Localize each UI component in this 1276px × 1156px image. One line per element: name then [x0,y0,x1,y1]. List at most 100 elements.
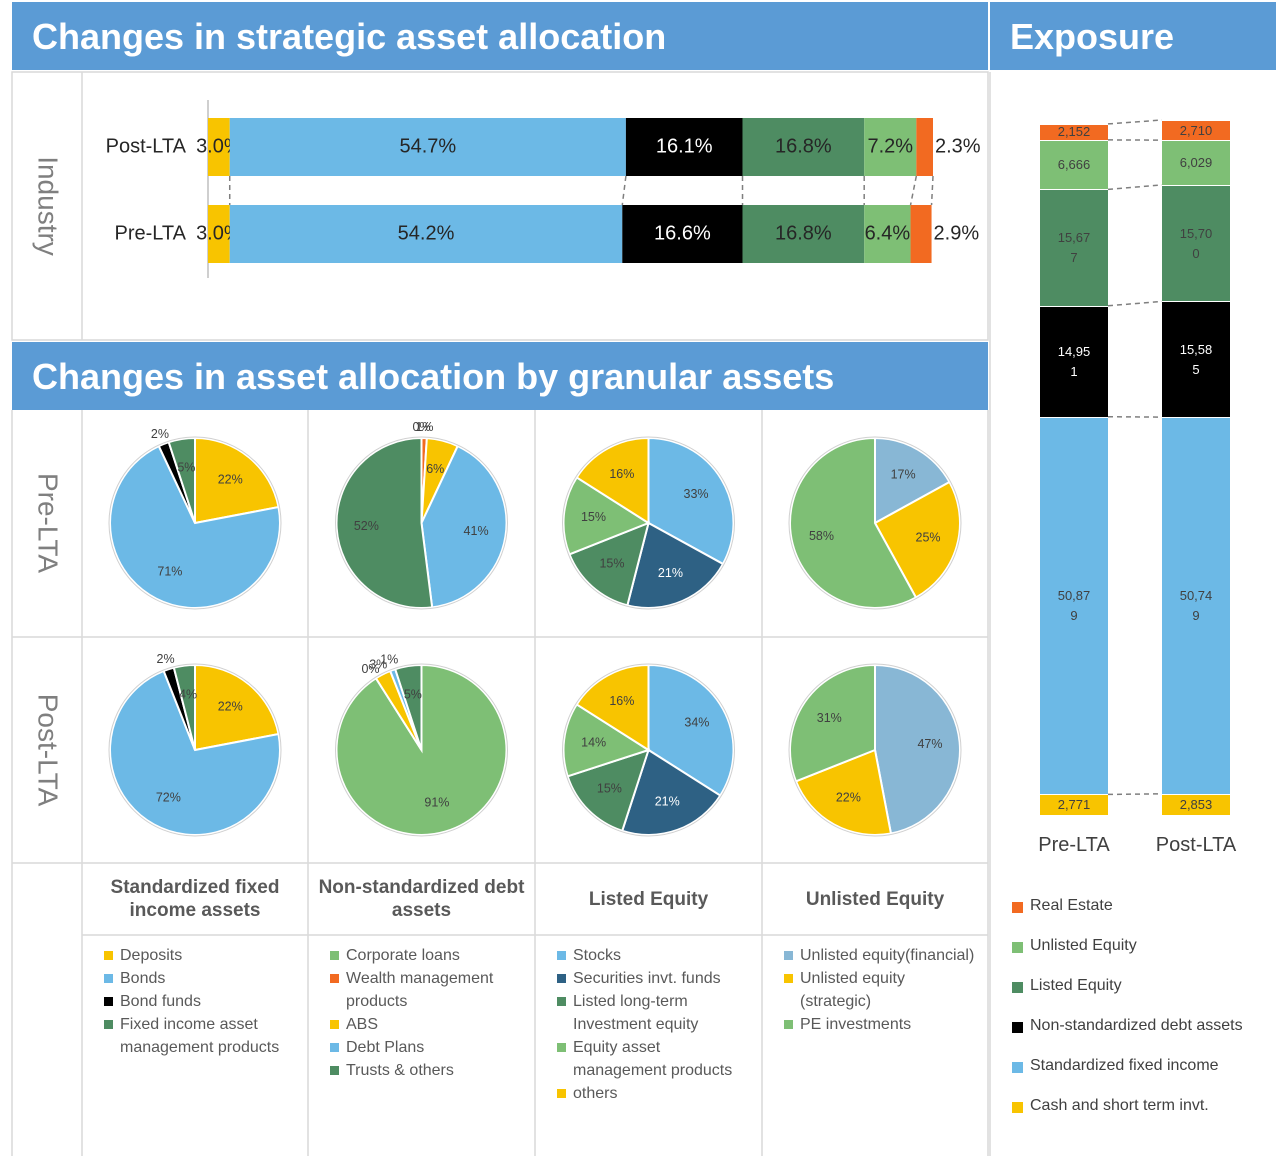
layout-grid [11,71,991,1156]
pie-outline [335,663,508,837]
legend-label: Wealth management products [346,970,494,1010]
connector [930,175,934,206]
value-label: 52% [354,519,379,533]
pie-slice [568,521,650,607]
category-label: Pre-LTA [1038,834,1110,856]
value-label: 6% [426,462,444,476]
legend-item: Bonds [104,967,300,990]
legend-item: others [557,1082,754,1105]
bar-segment [742,118,865,176]
panel-border [11,71,989,341]
pie-outline [108,663,282,837]
value-label: 1% [415,420,433,434]
category-label: Post-LTA [1155,834,1237,856]
pie-slice [335,436,434,609]
legend-item: Real Estate [1012,897,1113,915]
value-label: 2,152 [1057,124,1091,140]
legend-label: Real Estate [1030,897,1113,914]
axis-label: Industry [33,156,64,256]
legend-label: ABS [346,1016,379,1033]
value-label: 34% [684,716,709,730]
value-label: 50,879 [1057,588,1091,624]
legend: Corporate loans Wealth management product… [330,944,527,1082]
value-label: 41% [464,524,489,538]
pie-slice [562,476,651,556]
group-title: Unlisted Equity [805,888,945,910]
row-label: Post-LTA [33,694,64,807]
legend-swatch [1012,1062,1023,1073]
legend-label: Bond funds [120,993,201,1010]
value-label: 71% [157,565,182,579]
legend-label: Stocks [573,947,622,964]
value-label: 14% [581,735,606,749]
legend-item: Unlisted equity(financial) [784,944,980,967]
value-label: 25% [916,531,941,545]
value-label: 6,666 [1057,157,1091,173]
connector [1107,119,1163,125]
legend-swatch [557,974,566,983]
legend-label: Cash and short term invt. [1030,1097,1209,1114]
legend-label: Listed long-term Investment equity [573,993,699,1033]
legend-item: ABS [330,1013,527,1036]
value-label: 31% [817,711,842,725]
value-label: 7.2% [867,135,913,157]
legend-label: Securities invt. funds [573,970,721,987]
legend-label: Trusts & others [346,1062,454,1079]
legend-item: Debt Plans [330,1036,527,1059]
value-label: 2.3% [935,135,981,157]
legend-swatch [104,974,113,983]
legend-label: Deposits [120,947,183,964]
value-label: 15% [599,557,624,571]
legend-item: Wealth management products [330,967,527,1013]
legend-label: Bonds [120,970,166,987]
legend-item: Trusts & others [330,1059,527,1082]
legend-item: Bond funds [104,990,300,1013]
legend-label: Corporate loans [346,947,460,964]
legend-swatch [784,951,793,960]
legend-swatch [330,1066,339,1075]
value-label: 15% [581,510,606,524]
legend: Stocks Securities invt. funds Listed long-… [557,944,754,1105]
bar-segment: 15,585 [1162,301,1230,418]
value-label: 58% [809,529,834,543]
legend-label: Debt Plans [346,1039,425,1056]
legend-label: Fixed income asset management products [120,1016,280,1056]
value-label: 54.2% [398,222,455,244]
legend-swatch [784,1020,793,1029]
pie-slice [789,436,918,609]
value-label: 5% [404,688,422,702]
legend-item: Non-standardized debt assets [1012,1017,1243,1035]
section-title: Exposure [990,2,1276,70]
legend: Deposits Bonds Bond funds Fixed income asse… [104,944,300,1059]
bar-segment: 14,951 [1040,305,1108,417]
value-label: 15,700 [1179,225,1213,261]
pie-slice [626,521,725,609]
value-label: 1% [380,653,398,667]
legend-item: Listed Equity [1012,977,1122,995]
value-label: 16.8% [775,135,832,157]
legend-label: Unlisted Equity [1030,937,1137,954]
category-label: Post-LTA [106,135,187,157]
bar-segment [625,118,743,176]
legend-item: Stocks [557,944,754,967]
pie-slice [874,663,961,835]
pie-slice [794,748,893,836]
pie-slice [194,436,280,525]
legend-swatch [104,997,113,1006]
value-label: 15% [597,781,622,795]
value-label: 0% [412,420,430,434]
value-label: 16.8% [775,222,832,244]
legend-swatch [1012,1022,1023,1033]
bar-segment [916,118,933,176]
pie-outline [108,436,282,610]
legend-swatch [1012,982,1023,993]
pie-slice [172,663,196,751]
bar-segment [229,118,626,176]
legend-item: Standardized fixed income [1012,1057,1219,1075]
pie-slice [789,663,876,783]
bar-segment: 2,710 [1162,120,1230,141]
legend-item: PE investments [784,1013,980,1036]
legend: Unlisted equity(financial) Unlisted equit… [784,944,980,1036]
legend-item: Fixed income asset management products [104,1013,300,1059]
